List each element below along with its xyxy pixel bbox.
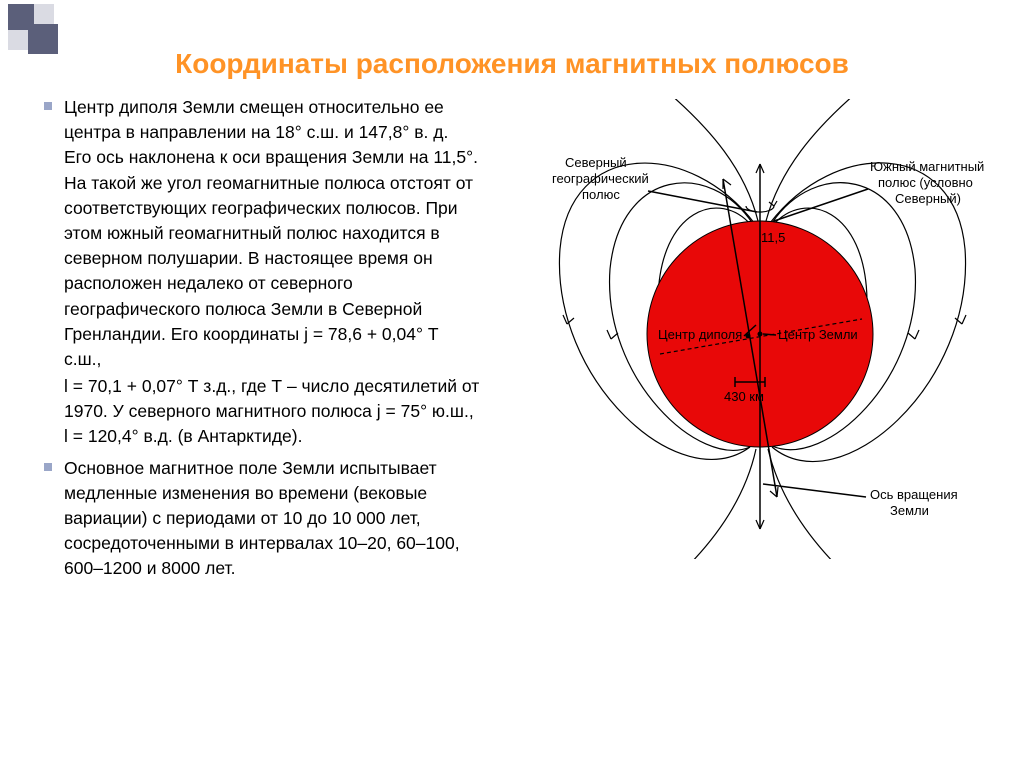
south-mag-label-1: Южный магнитный bbox=[870, 159, 984, 174]
open-lines-bottom bbox=[685, 449, 840, 559]
south-mag-label-2: полюс (условно bbox=[878, 175, 973, 190]
earth-dipole-diagram: 11,5 430 км Центр диполя Центр Земли Сев… bbox=[510, 99, 1020, 559]
bullet-1-p2: l = 70,1 + 0,07° Т з.д., где Т – число д… bbox=[64, 374, 480, 450]
decor-sq-2 bbox=[34, 4, 54, 24]
north-geo-leader bbox=[648, 191, 757, 212]
rot-axis-leader bbox=[763, 484, 866, 497]
center-earth-label: Центр Земли bbox=[778, 327, 858, 342]
slide-title: Координаты расположения магнитных полюсо… bbox=[0, 0, 1024, 89]
south-mag-leader bbox=[774, 189, 868, 221]
north-geo-label-3: полюс bbox=[582, 187, 620, 202]
decor-sq-3 bbox=[8, 30, 28, 50]
decor-sq-4 bbox=[28, 24, 58, 54]
offset-label: 430 км bbox=[724, 389, 764, 404]
center-earth-dot bbox=[758, 332, 763, 337]
content-row: Центр диполя Земли смещен относительно е… bbox=[0, 89, 1024, 582]
center-dipole-label: Центр диполя bbox=[658, 327, 742, 342]
north-geo-label-2: географический bbox=[552, 171, 649, 186]
rot-axis-label-1: Ось вращения bbox=[870, 487, 958, 502]
angle-label: 11,5 bbox=[761, 230, 785, 245]
bullet-1-p1: Центр диполя Земли смещен относительно е… bbox=[64, 95, 480, 372]
south-mag-label-3: Северный) bbox=[895, 191, 961, 206]
text-column: Центр диполя Земли смещен относительно е… bbox=[40, 89, 480, 582]
rot-axis-label-2: Земли bbox=[890, 503, 929, 518]
bullet-2: Основное магнитное поле Земли испытывает… bbox=[40, 456, 480, 582]
bullet-2-p1: Основное магнитное поле Земли испытывает… bbox=[64, 456, 480, 582]
bullet-1: Центр диполя Земли смещен относительно е… bbox=[40, 95, 480, 450]
diagram-column: 11,5 430 км Центр диполя Центр Земли Сев… bbox=[480, 89, 1000, 582]
north-geo-label-1: Северный bbox=[565, 155, 627, 170]
